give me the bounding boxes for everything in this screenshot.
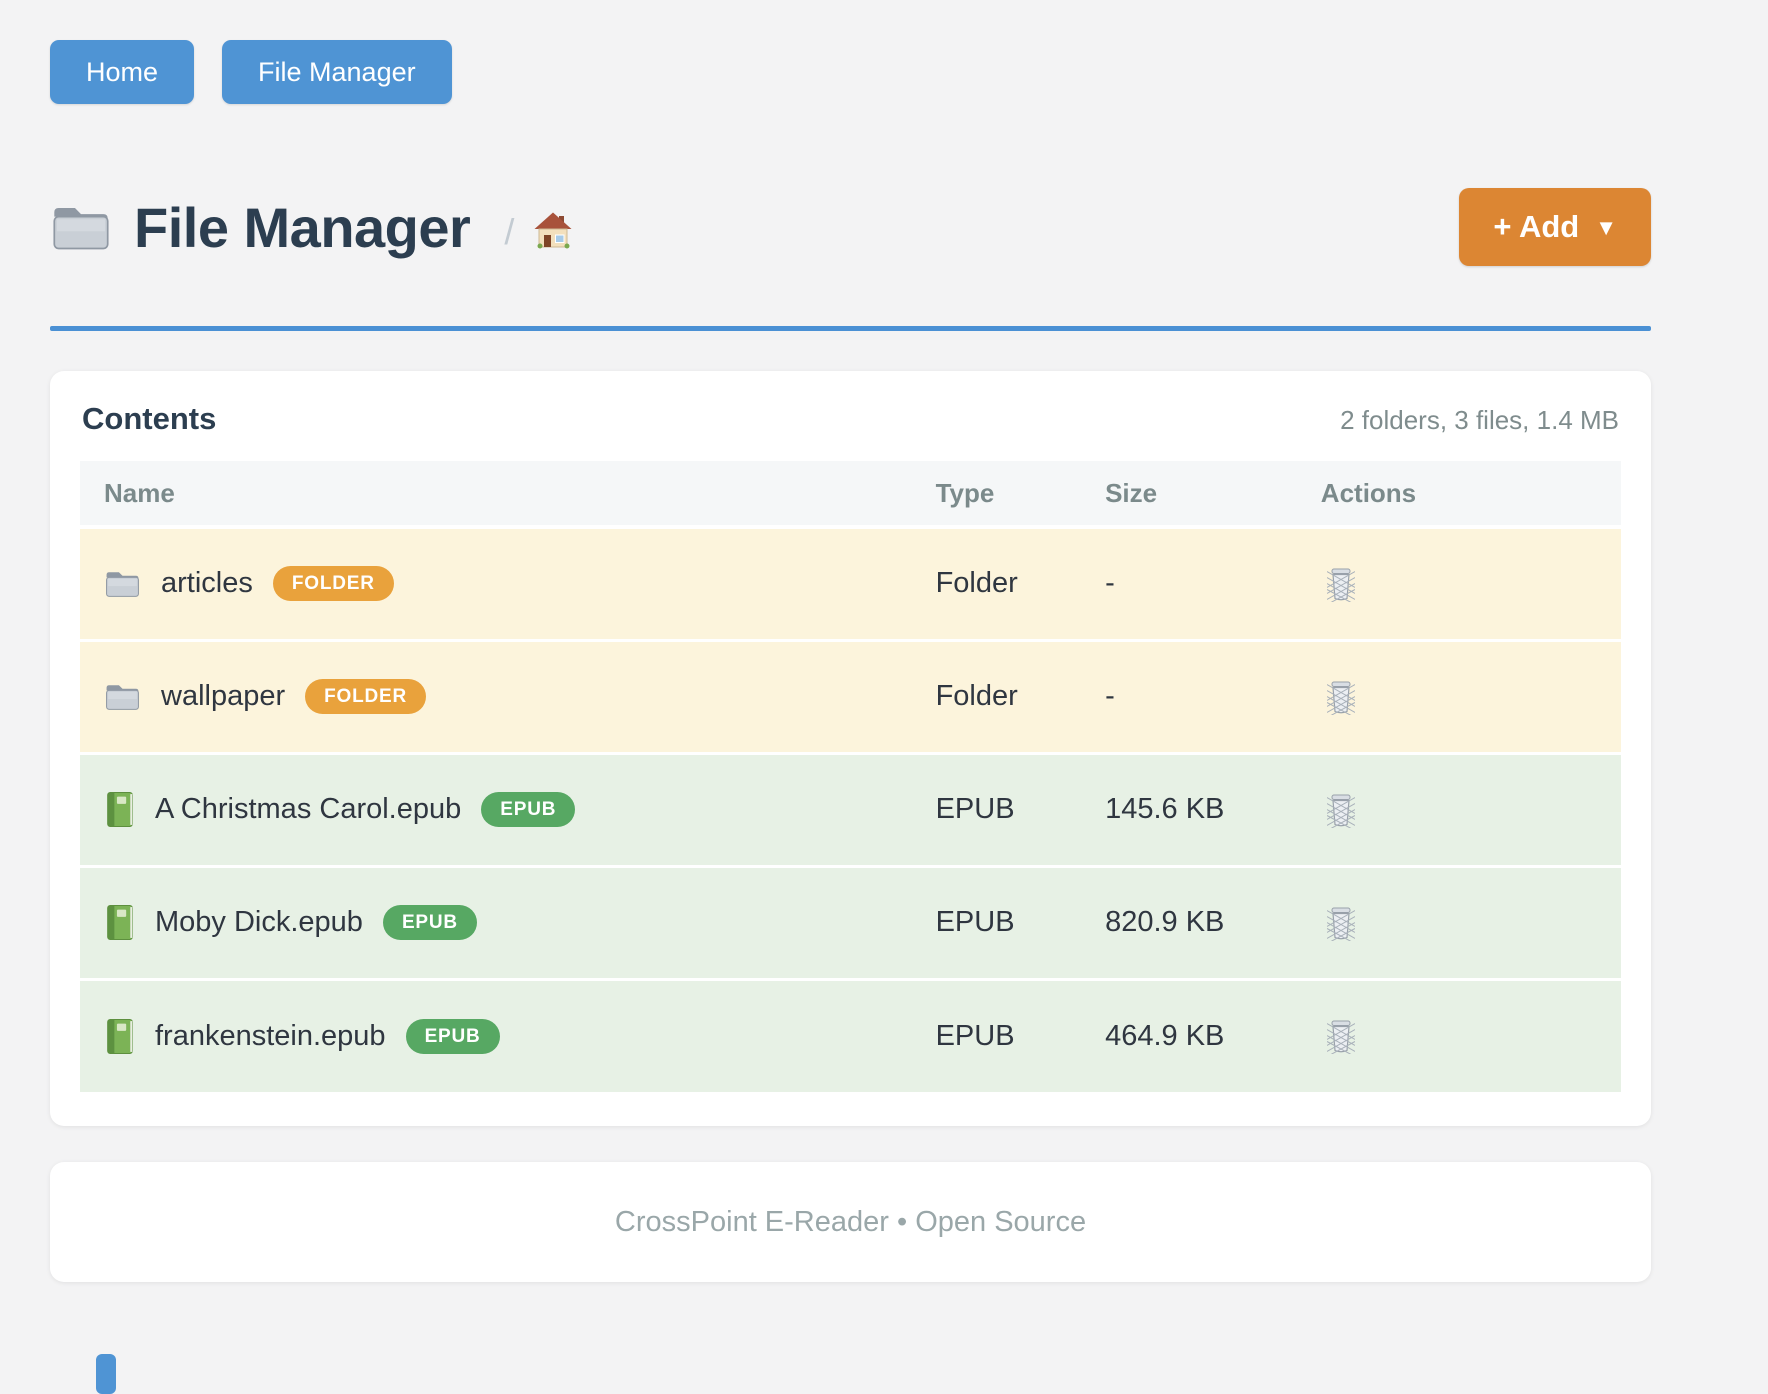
house-icon bbox=[534, 212, 572, 249]
trash-icon bbox=[1331, 907, 1351, 939]
file-name: frankenstein.epub bbox=[155, 1019, 386, 1052]
table-row: frankenstein.epub EPUB EPUB 464.9 KB bbox=[80, 977, 1621, 1092]
page-header: File Manager / + Add ▼ bbox=[50, 182, 1651, 272]
file-type: EPUB bbox=[927, 864, 1098, 979]
folder-icon bbox=[53, 208, 109, 250]
folder-icon bbox=[106, 572, 139, 598]
partial-button-fragment[interactable] bbox=[96, 1354, 116, 1394]
delete-button[interactable] bbox=[1321, 900, 1361, 945]
table-row: A Christmas Carol.epub EPUB EPUB 145.6 KB bbox=[80, 751, 1621, 866]
file-name: wallpaper bbox=[161, 680, 286, 712]
add-button-label: + Add bbox=[1493, 209, 1580, 244]
home-button[interactable]: Home bbox=[50, 40, 195, 104]
house-icon[interactable] bbox=[532, 210, 574, 252]
breadcrumb-separator: / bbox=[504, 211, 515, 252]
file-name: A Christmas Carol.epub bbox=[155, 793, 462, 825]
book-icon bbox=[107, 1018, 133, 1054]
table-row: wallpaper FOLDER Folder - bbox=[80, 638, 1621, 753]
type-badge: FOLDER bbox=[272, 566, 394, 602]
file-size: 464.9 KB bbox=[1097, 977, 1313, 1092]
footer: CrossPoint E-Reader • Open Source bbox=[50, 1162, 1651, 1282]
file-type: EPUB bbox=[927, 977, 1098, 1092]
type-badge: FOLDER bbox=[305, 679, 427, 714]
file-name: articles bbox=[161, 567, 253, 600]
table-header-row: Name Type Size Actions bbox=[80, 461, 1621, 529]
page: Home File Manager File Manager / + Add ▼… bbox=[50, 0, 1651, 1282]
chevron-down-icon: ▼ bbox=[1595, 215, 1617, 240]
trash-icon bbox=[1331, 681, 1351, 713]
folder-icon bbox=[106, 685, 139, 710]
contents-heading: Contents bbox=[82, 401, 217, 436]
trash-icon bbox=[1331, 1020, 1351, 1053]
folder-icon bbox=[50, 201, 112, 253]
footer-text: CrossPoint E-Reader • Open Source bbox=[614, 1205, 1087, 1238]
type-badge: EPUB bbox=[382, 905, 477, 940]
column-header-actions: Actions bbox=[1312, 461, 1621, 529]
file-type: Folder bbox=[927, 527, 1098, 640]
trash-icon bbox=[1331, 794, 1351, 826]
file-name: Moby Dick.epub bbox=[155, 906, 363, 938]
book-icon bbox=[107, 905, 133, 940]
type-badge: EPUB bbox=[405, 1018, 500, 1054]
contents-card: Contents 2 folders, 3 files, 1.4 MB Name… bbox=[50, 371, 1651, 1126]
type-badge: EPUB bbox=[481, 792, 576, 827]
file-size: - bbox=[1097, 527, 1313, 640]
file-table-body: articles FOLDER Folder - wallpaper FOLDER Fol… bbox=[80, 527, 1621, 1092]
delete-button[interactable] bbox=[1321, 1013, 1361, 1058]
title-divider bbox=[50, 326, 1651, 331]
column-header-name: Name bbox=[80, 461, 928, 529]
delete-button[interactable] bbox=[1321, 561, 1361, 606]
add-button[interactable]: + Add ▼ bbox=[1459, 188, 1651, 266]
contents-summary: 2 folders, 3 files, 1.4 MB bbox=[1340, 405, 1619, 435]
book-icon bbox=[107, 792, 133, 827]
file-size: 820.9 KB bbox=[1097, 864, 1313, 979]
column-header-size: Size bbox=[1097, 461, 1313, 529]
file-size: - bbox=[1097, 638, 1313, 753]
file-type: EPUB bbox=[927, 751, 1098, 866]
column-header-type: Type bbox=[927, 461, 1098, 529]
page-title: File Manager bbox=[134, 195, 471, 259]
table-row: Moby Dick.epub EPUB EPUB 820.9 KB bbox=[80, 864, 1621, 979]
file-size: 145.6 KB bbox=[1097, 751, 1313, 866]
delete-button[interactable] bbox=[1321, 674, 1361, 719]
file-table: Name Type Size Actions articles FOLDER Fol… bbox=[80, 461, 1621, 1092]
file-manager-button[interactable]: File Manager bbox=[222, 40, 452, 104]
file-type: Folder bbox=[927, 638, 1098, 753]
trash-icon bbox=[1331, 568, 1351, 601]
delete-button[interactable] bbox=[1321, 787, 1361, 832]
top-nav: Home File Manager bbox=[50, 0, 1651, 104]
table-row: articles FOLDER Folder - bbox=[80, 527, 1621, 640]
